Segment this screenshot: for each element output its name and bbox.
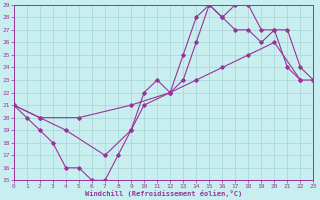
- X-axis label: Windchill (Refroidissement éolien,°C): Windchill (Refroidissement éolien,°C): [85, 190, 242, 197]
